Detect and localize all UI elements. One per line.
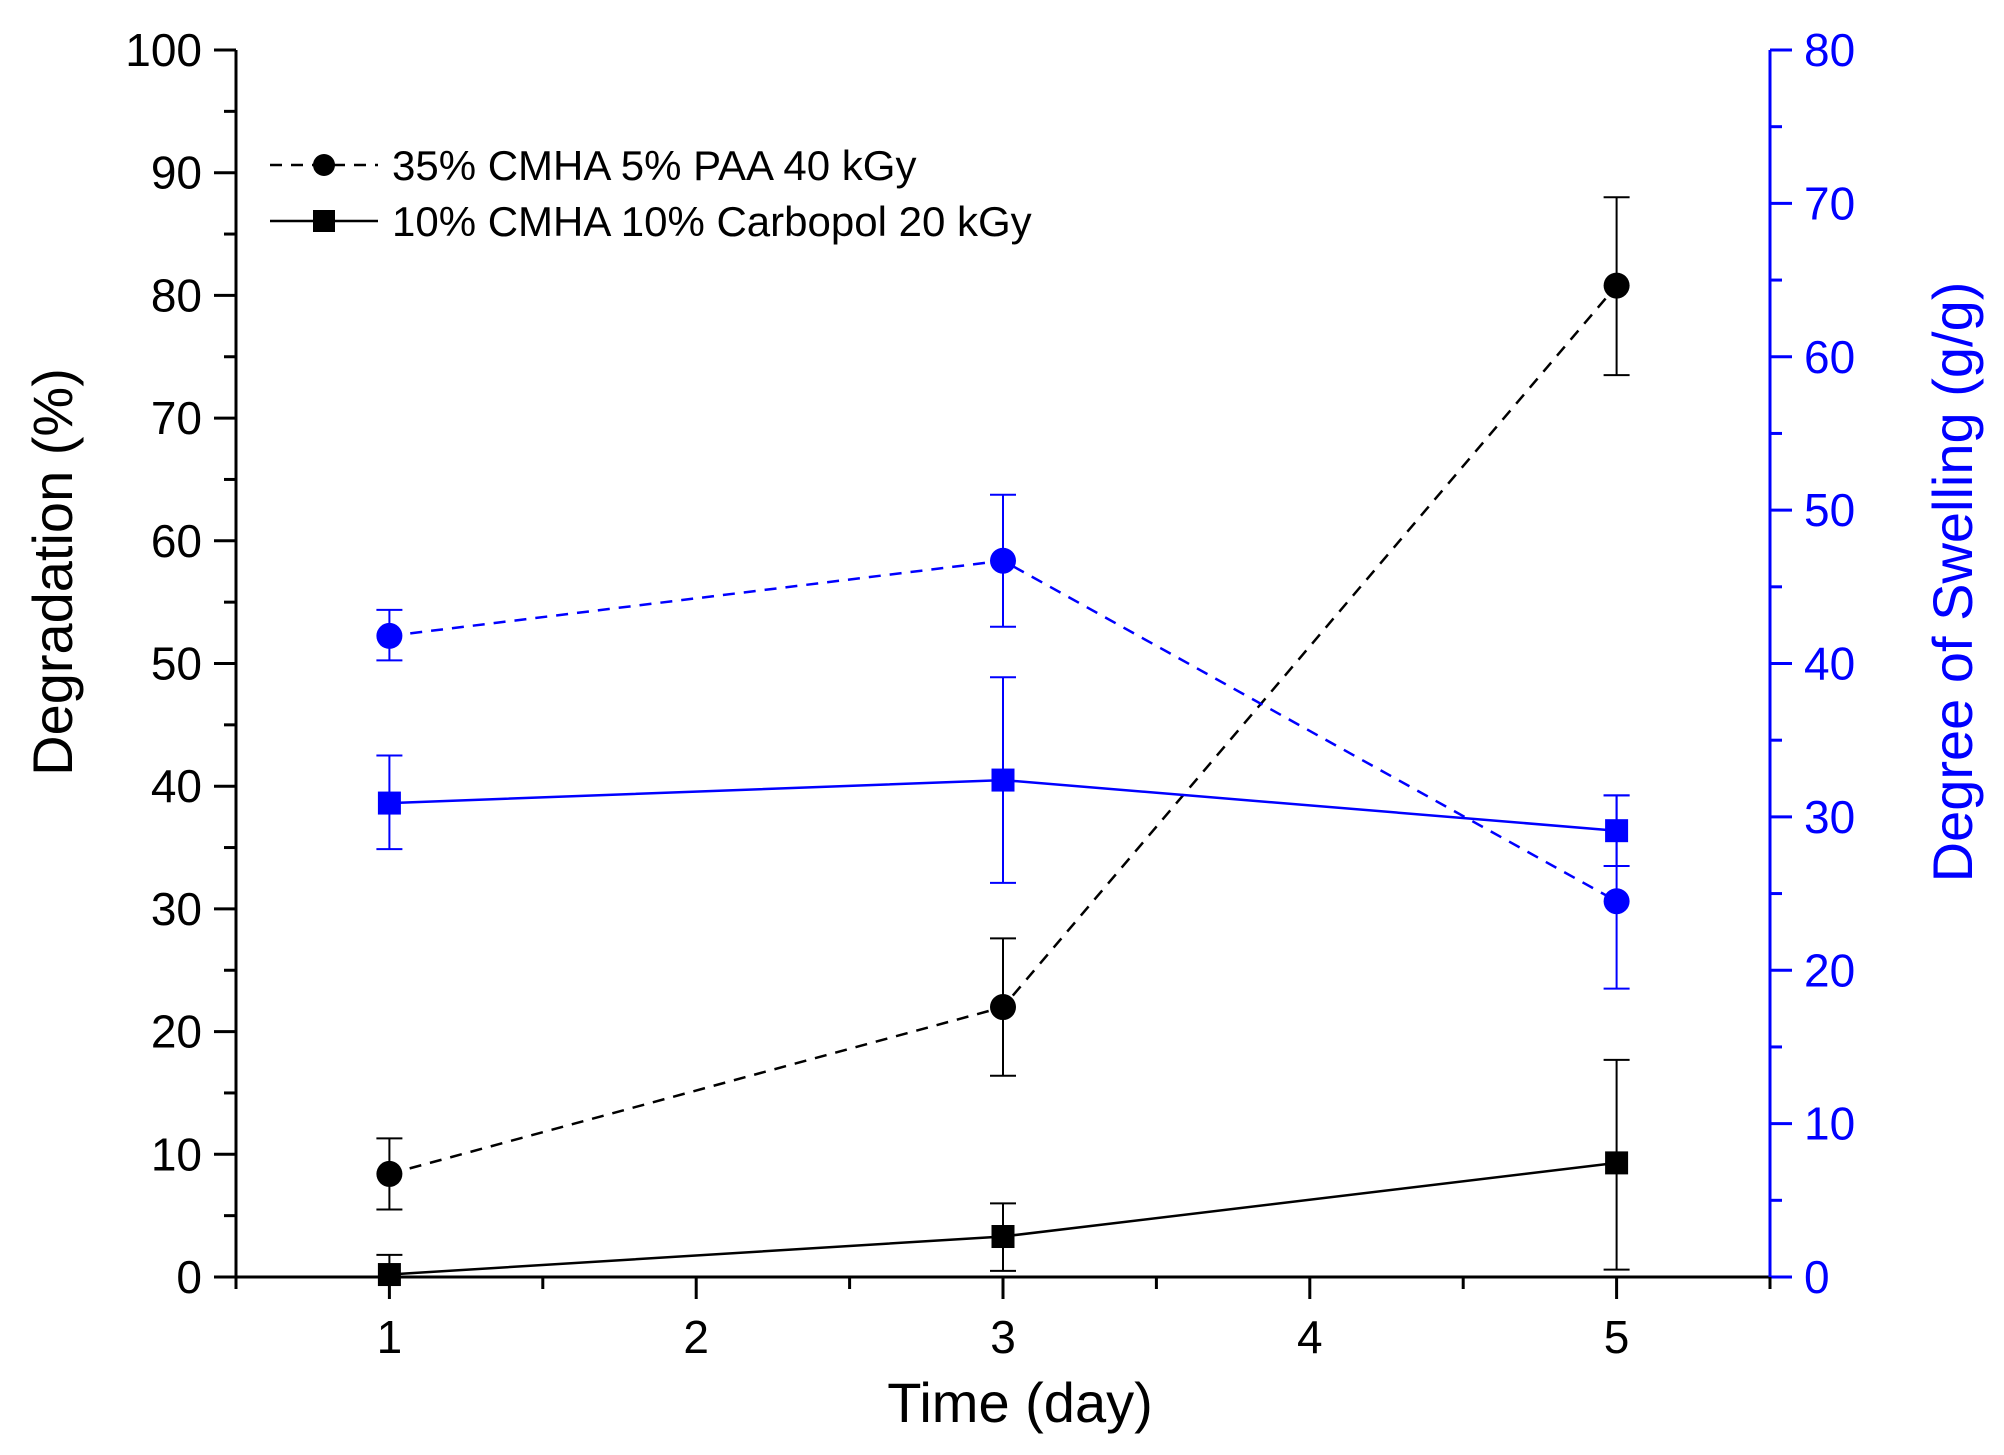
data-point-square [377,791,401,815]
data-point-square [991,1225,1015,1249]
data-point-circle [990,994,1016,1021]
y-left-tick-label: 0 [176,1251,202,1303]
y-left-tick-label: 90 [151,147,202,199]
legend-entry-2: 10% CMHA 10% Carbopol 20 kGy [270,198,1032,245]
y-left-tick-label: 40 [151,760,202,812]
y-right-tick-label: 10 [1804,1098,1855,1150]
legend-square-marker [313,210,335,232]
data-point-circle [1603,272,1630,299]
y-right-tick-label: 50 [1804,484,1855,536]
data-point-circle [376,622,403,649]
data-point-square [1605,819,1629,843]
data-point-square [377,1263,401,1287]
series-1 [376,196,1630,1211]
data-series [376,196,1630,1287]
data-point-circle [1603,888,1630,915]
series-4 [376,676,1630,884]
legend-entry-1: 35% CMHA 5% PAA 40 kGy [270,142,916,189]
y-left-tick-label: 80 [151,269,202,321]
y-left-tick-label: 60 [151,515,202,567]
legend: 35% CMHA 5% PAA 40 kGy 10% CMHA 10% Carb… [270,142,1032,245]
y-right-tick-label: 30 [1804,791,1855,843]
y-left-tick-label: 70 [151,392,202,444]
y-left-tick-label: 50 [151,638,202,690]
axis-ticks [214,48,1792,1299]
y-right-tick-label: 60 [1804,331,1855,383]
y-right-tick-label: 80 [1804,24,1855,76]
y-axis-right-label: Degree of Swelling (g/g) [1921,282,1984,883]
legend-label-1: 35% CMHA 5% PAA 40 kGy [392,142,916,189]
series-2 [376,1058,1630,1287]
x-tick-label: 1 [377,1311,403,1363]
x-tick-label: 5 [1604,1311,1630,1363]
y-right-tick-label: 20 [1804,944,1855,996]
x-tick-label: 3 [990,1311,1016,1363]
data-point-circle [376,1160,403,1187]
data-point-square [1605,1151,1629,1175]
legend-circle-marker [313,154,335,176]
series-3 [376,493,1630,990]
x-tick-label: 2 [683,1311,709,1363]
y-axis-left-label: Degradation (%) [21,368,84,776]
tick-labels: 0 10 20 30 40 50 60 70 80 90 100 0 10 20 30 40 50 60 70 80 1… [125,24,1855,1363]
y-left-tick-label: 10 [151,1128,202,1180]
x-tick-label: 4 [1297,1311,1323,1363]
data-point-circle [990,547,1016,574]
y-right-tick-label: 0 [1804,1251,1830,1303]
y-right-tick-label: 70 [1804,177,1855,229]
x-axis-label: Time (day) [887,1371,1153,1434]
y-left-tick-label: 100 [125,24,202,76]
y-left-tick-label: 20 [151,1006,202,1058]
data-point-square [991,768,1015,792]
legend-label-2: 10% CMHA 10% Carbopol 20 kGy [392,198,1032,245]
y-left-tick-label: 30 [151,883,202,935]
y-right-tick-label: 40 [1804,638,1855,690]
